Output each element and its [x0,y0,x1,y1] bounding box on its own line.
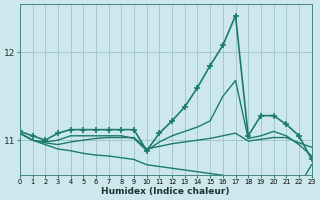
X-axis label: Humidex (Indice chaleur): Humidex (Indice chaleur) [101,187,230,196]
